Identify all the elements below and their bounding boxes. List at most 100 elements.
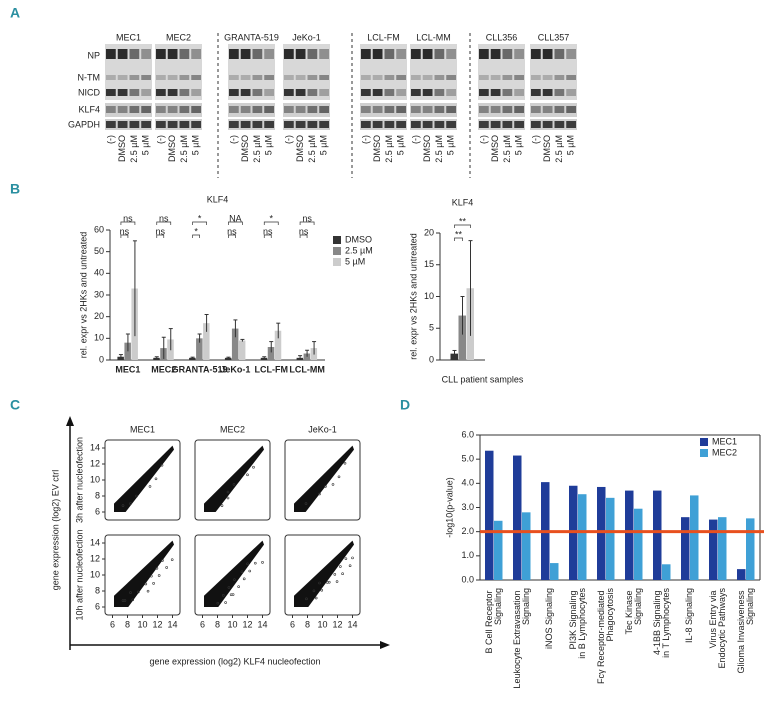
x-tick-label: Leukocyte Extravasation Signaling [512, 588, 531, 689]
band [531, 49, 541, 59]
stray-point [335, 580, 339, 583]
band [372, 121, 383, 128]
lane-label: 5 µM [514, 135, 524, 155]
band [411, 89, 421, 96]
band [191, 75, 201, 80]
bar [578, 494, 587, 580]
lane-label: 5 µM [191, 135, 201, 155]
lane-label: 2.5 µM [384, 135, 394, 163]
blot-row-label: NICD [78, 87, 100, 97]
lane-label: 2.5 µM [307, 135, 317, 163]
y-tick-label: 6.0 [461, 429, 474, 439]
band [502, 75, 513, 80]
bar [274, 330, 282, 360]
arrow-head [380, 641, 390, 649]
band [542, 89, 553, 96]
band [531, 89, 541, 96]
stray-point [261, 561, 264, 564]
legend-label: 5 µM [345, 256, 365, 266]
lane-label: DMSO [542, 135, 552, 162]
x-tick-label: Fcγ Receptor-mediated Phagocytosis [596, 588, 615, 685]
band [384, 121, 395, 128]
x-tick-label: 8 [305, 619, 310, 629]
band [156, 49, 166, 59]
band [384, 75, 395, 80]
x-tick-label: 8 [125, 619, 130, 629]
x-tick-label: Tec Kinase Signaling [624, 588, 643, 635]
point-cloud [114, 445, 174, 512]
blot-strip [228, 103, 275, 117]
x-tick-label: 10 [317, 619, 327, 629]
bar [718, 517, 727, 580]
y-tick-label: 4.0 [461, 478, 474, 488]
band [434, 49, 445, 59]
x-tick-label: CLL patient samples [442, 374, 524, 384]
band [319, 75, 329, 80]
band [167, 121, 178, 128]
y-tick-label: 0 [429, 354, 434, 364]
x-tick-label: Virus Entry via Endocytic Pathways [708, 588, 727, 669]
y-tick-label: 8 [95, 490, 100, 500]
band [156, 89, 166, 96]
stray-point [252, 465, 255, 469]
x-tick-label: 8 [215, 619, 220, 629]
panel-label: D [400, 397, 410, 413]
y-tick-label: 8 [95, 585, 100, 595]
stray-point [154, 477, 158, 481]
stray-point [324, 485, 327, 488]
blot-group-label: LCL-MM [416, 32, 451, 42]
band [106, 75, 116, 80]
y-tick-label: 20 [424, 227, 434, 237]
blot-group-label: CLL356 [486, 32, 518, 42]
sig-bracket [263, 221, 279, 225]
lane-label: 2.5 µM [179, 135, 189, 163]
x-tick-label: LCL-FM [255, 364, 289, 374]
band [411, 106, 421, 113]
band [141, 121, 151, 128]
stray-point [233, 578, 236, 581]
stray-point [216, 601, 220, 605]
lane-label: DMSO [372, 135, 382, 162]
blot-group-label: CLL357 [538, 32, 570, 42]
blot-strip [283, 103, 330, 117]
lane-label: 5 µM [264, 135, 274, 155]
blot-strip [155, 103, 202, 117]
bar [189, 357, 196, 360]
stray-point [246, 473, 249, 477]
stray-point [131, 598, 135, 602]
blot-row-label: NP [87, 50, 100, 60]
x-tick-label: B Cell Receptor Signaling [484, 588, 503, 654]
bar [153, 357, 160, 360]
band [141, 75, 151, 80]
band [295, 121, 306, 128]
x-tick-label: 10 [137, 619, 147, 629]
band [514, 49, 524, 59]
bar [485, 450, 494, 580]
band [554, 75, 565, 80]
band [264, 49, 274, 59]
sig-label: * [198, 213, 202, 223]
lane-label: (-) [105, 135, 115, 144]
stray-point [318, 581, 321, 585]
bar [203, 323, 210, 360]
band [542, 75, 553, 80]
band [284, 106, 294, 113]
band [319, 49, 329, 59]
lane-label: (-) [360, 135, 370, 144]
stray-point [146, 589, 150, 593]
legend-label: 2.5 µM [345, 245, 373, 255]
legend-swatch [700, 449, 708, 457]
band [167, 106, 178, 113]
stray-point [337, 475, 341, 479]
stray-point [160, 463, 164, 467]
lane-label: 2.5 µM [129, 135, 139, 163]
band [179, 89, 190, 96]
band [396, 121, 406, 128]
sig-label: NA [229, 213, 242, 223]
band [372, 89, 383, 96]
point-cloud [204, 445, 264, 512]
band [106, 106, 116, 113]
sig-label: ns [123, 213, 133, 223]
sig-label: ns [263, 226, 273, 236]
blot-strip [283, 119, 330, 130]
